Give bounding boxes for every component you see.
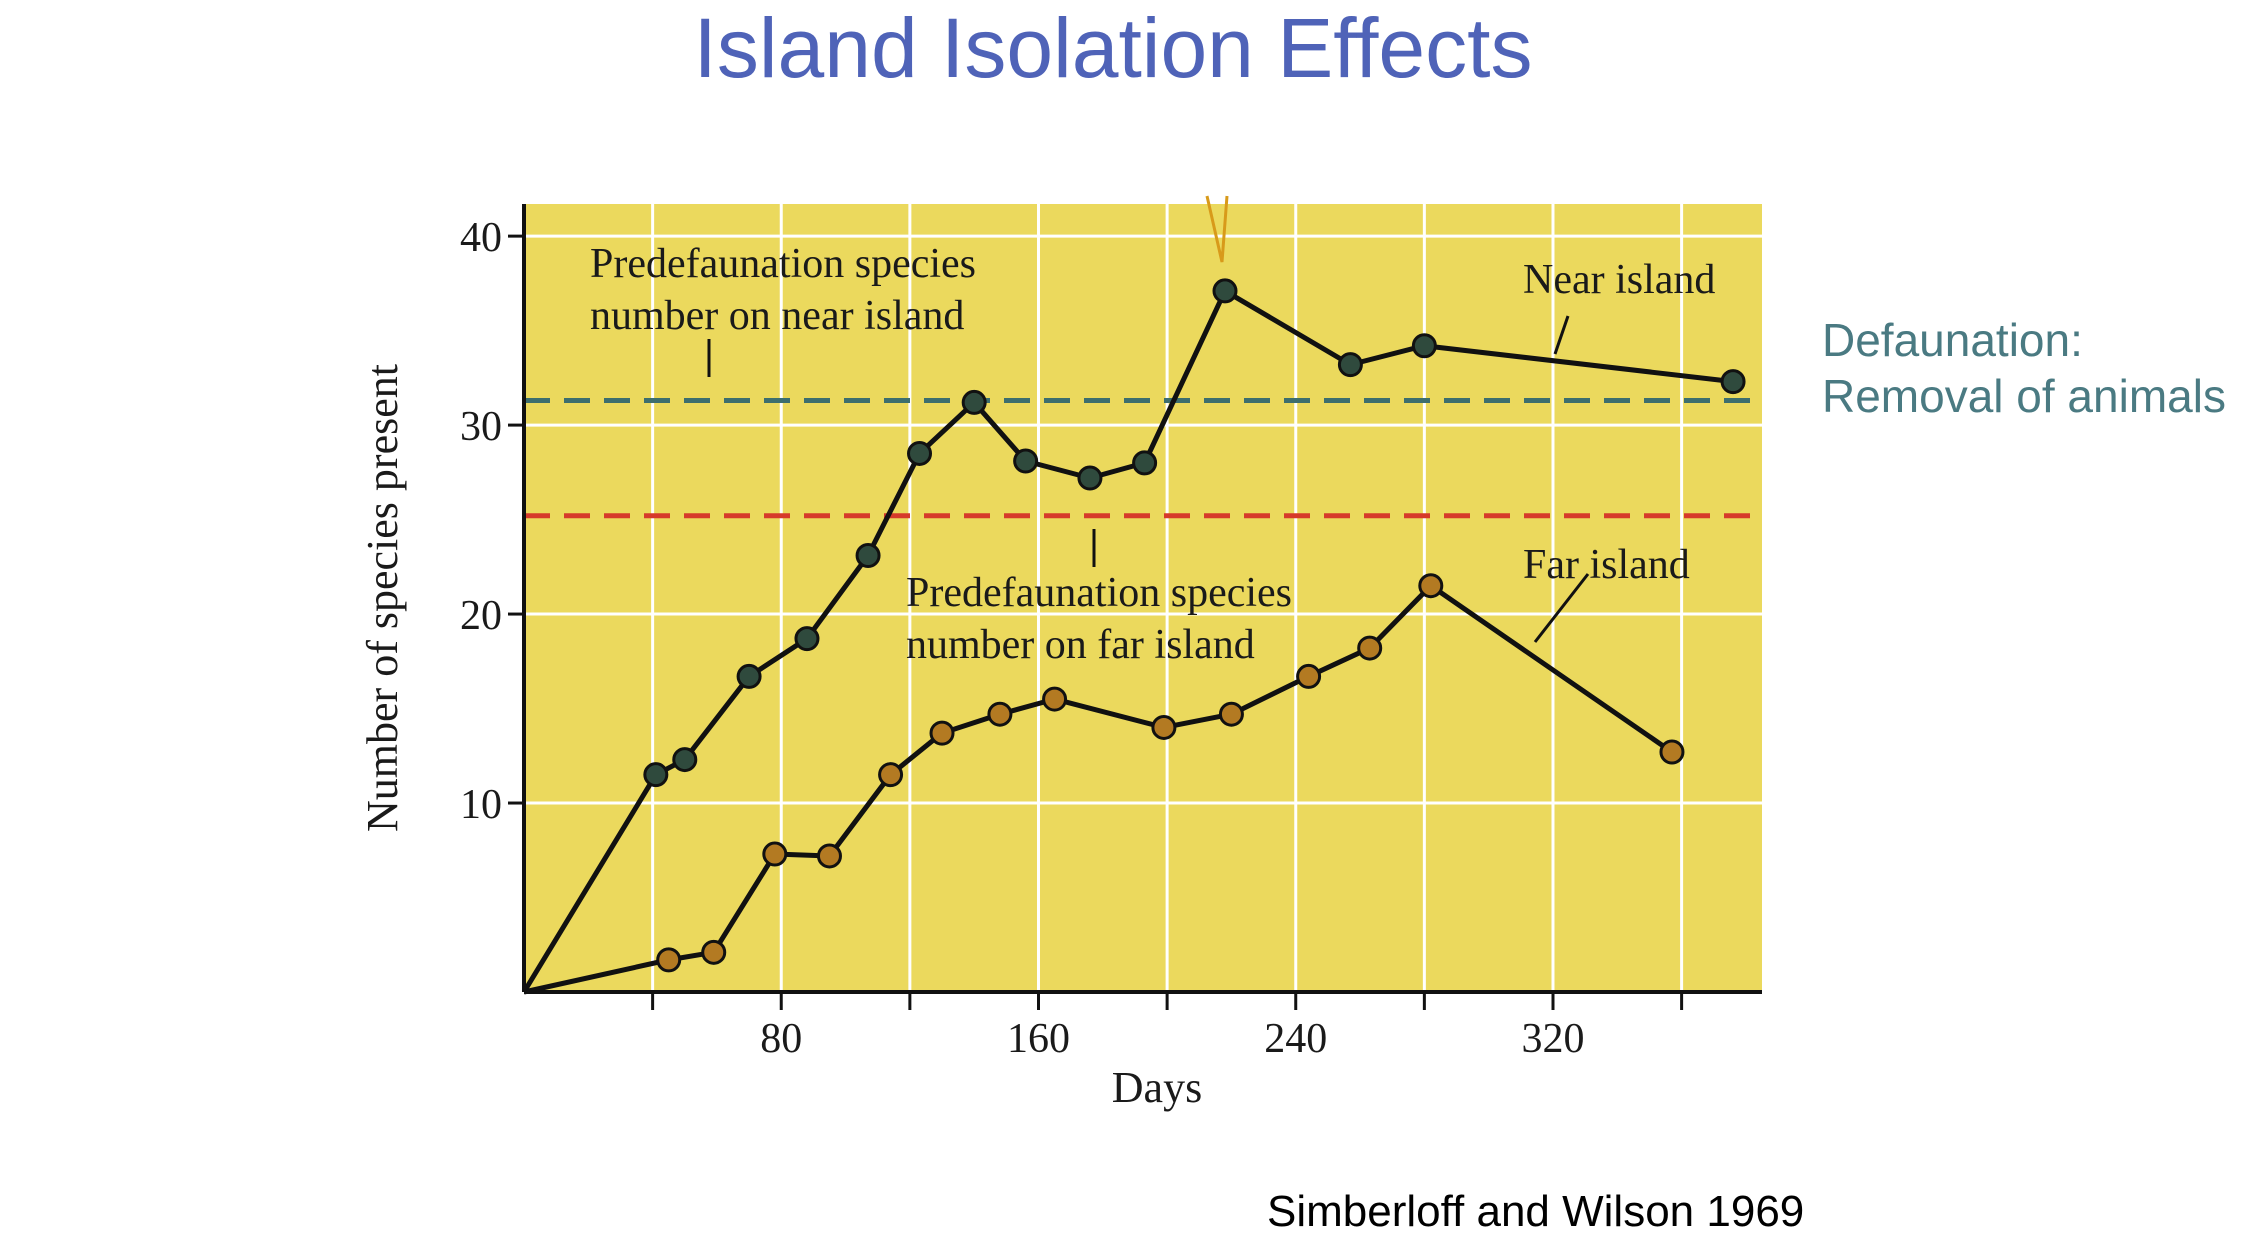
near-island-label: Near island [1523,257,1715,303]
far-threshold-label-line-2: number on far island [906,622,1255,668]
y-axis-title: Number of species present [358,364,407,832]
side-note-line-2: Removal of animals [1822,370,2226,422]
far-island-point [929,720,955,746]
far-island-point [656,947,682,973]
slide-title: Island Isolation Effects [693,1,1533,95]
y-tick-label: 10 [460,782,502,828]
x-axis-title: Days [1112,1063,1202,1112]
far-island-label: Far island [1523,542,1690,588]
x-tick-label: 240 [1264,1016,1327,1062]
near-island-point [672,747,698,773]
near-island-point [1337,352,1363,378]
near-island-point [1212,278,1238,304]
y-tick-label: 20 [460,593,502,639]
near-island-point [907,440,933,466]
far-island-point [1218,701,1244,727]
far-island-point [1042,686,1068,712]
near-island-point [736,663,762,689]
citation: Simberloff and Wilson 1969 [1267,1187,1805,1236]
far-island-point [1296,663,1322,689]
near-island-point [794,626,820,652]
x-tick-label: 160 [1007,1016,1070,1062]
x-tick-label: 320 [1521,1016,1584,1062]
near-island-point [643,762,669,788]
near-island-point [1411,333,1437,359]
defaunation-pointer [1205,195,1229,263]
x-tick-label: 80 [760,1016,802,1062]
plot-area [524,204,1762,992]
far-threshold-label-line-1: Predefaunation species [906,570,1292,616]
far-island-point [1151,714,1177,740]
far-island-point [1659,739,1685,765]
y-tick-label: 40 [460,215,502,261]
near-island-point [961,389,987,415]
far-island-point [878,762,904,788]
far-island-point [1357,635,1383,661]
far-island-point [1418,573,1444,599]
far-island-point [762,841,788,867]
species-chart: 80 160 240 320 10 20 30 40 Predefaunation speci… [358,195,1762,1112]
near-island-point [1132,450,1158,476]
far-island-point [987,701,1013,727]
near-threshold-label-line-2: number on near island [590,293,964,339]
near-island-point [1720,369,1746,395]
side-note: Defaunation: Removal of animals [1822,312,2242,424]
far-island-point [816,843,842,869]
near-island-point [855,542,881,568]
near-island-point [1077,465,1103,491]
y-tick-label: 30 [460,404,502,450]
near-threshold-label-line-1: Predefaunation species [590,241,976,287]
near-island-leader [1553,315,1570,355]
side-note-line-1: Defaunation: [1822,314,2083,366]
near-island-point [1013,448,1039,474]
far-island-point [701,939,727,965]
far-island-leader [1533,573,1590,643]
